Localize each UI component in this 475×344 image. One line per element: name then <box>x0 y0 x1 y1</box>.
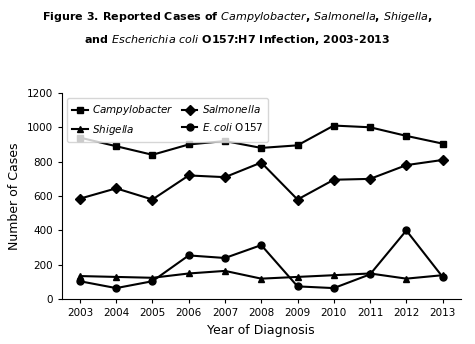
Legend: $\it{Campylobacter}$, $\it{Shigella}$, $\it{Salmonella}$, $\it{E.coli}$ O157: $\it{Campylobacter}$, $\it{Shigella}$, $… <box>67 98 268 142</box>
Text: and $\it{Escherichia}$ $\it{coli}$ O157:H7 Infection, 2003-2013: and $\it{Escherichia}$ $\it{coli}$ O157:… <box>85 33 390 47</box>
Text: Figure 3. Reported Cases of $\it{Campylobacter}$, $\it{Salmonella}$, $\it{Shigel: Figure 3. Reported Cases of $\it{Campylo… <box>42 10 433 24</box>
Y-axis label: Number of Cases: Number of Cases <box>8 142 21 250</box>
X-axis label: Year of Diagnosis: Year of Diagnosis <box>208 324 315 337</box>
